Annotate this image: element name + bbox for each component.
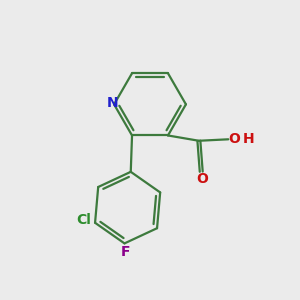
Text: F: F (121, 244, 131, 259)
Text: O: O (196, 172, 208, 186)
Text: H: H (242, 132, 254, 146)
Text: O: O (228, 132, 240, 146)
Text: Cl: Cl (76, 213, 91, 227)
Text: N: N (107, 96, 118, 110)
